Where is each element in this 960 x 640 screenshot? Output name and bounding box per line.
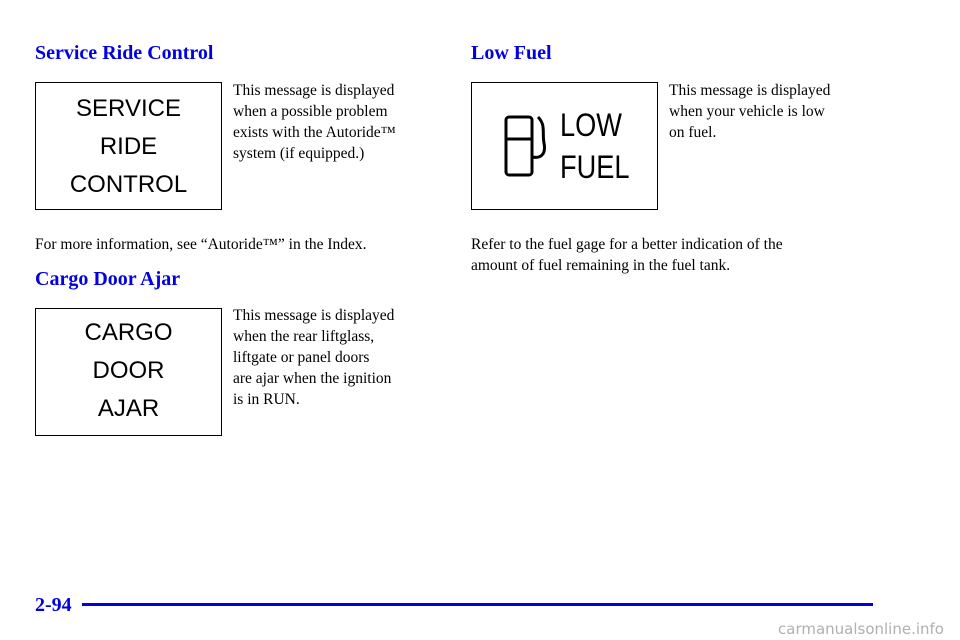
text-line: This message is displayed (233, 307, 395, 324)
text-line: amount of fuel remaining in the fuel tan… (471, 257, 731, 274)
footer-rule (82, 603, 873, 606)
text-line: when a possible problem (233, 103, 388, 120)
section-title: Cargo Door Ajar (35, 268, 181, 290)
display-text: FUEL (560, 149, 630, 185)
text-line: on fuel. (669, 124, 717, 141)
text-line: For more information, see “Autoride™” in… (35, 236, 367, 253)
display-text: LOW (560, 107, 622, 143)
note: For more information, see “Autoride™” in… (35, 234, 367, 255)
text-line: This message is displayed (233, 82, 395, 99)
text-line: Refer to the fuel gage for a better indi… (471, 236, 783, 253)
note: Refer to the fuel gage for a better indi… (471, 234, 783, 276)
section-title: Low Fuel (471, 42, 552, 64)
display-text: RIDE (99, 133, 158, 160)
description: This message is displayed when the rear … (233, 305, 394, 410)
watermark: carmanualsonline.info (778, 620, 944, 638)
fuel-icon (504, 115, 546, 177)
text-line: system (if equipped.) (233, 145, 365, 162)
text-line: are ajar when the ignition (233, 370, 392, 387)
display-text: CONTROL (69, 171, 188, 198)
text-line: This message is displayed (669, 82, 831, 99)
display-box: CARGO DOOR AJAR (35, 308, 222, 436)
section-title: Service Ride Control (35, 42, 214, 64)
text-line: exists with the Autoride™ (233, 124, 396, 141)
display-text: CARGO (84, 319, 173, 346)
display-text: AJAR (97, 395, 160, 422)
text-line: when the rear liftglass, (233, 328, 375, 345)
display-box: LOW FUEL (471, 82, 658, 210)
text-line: liftgate or panel doors (233, 349, 370, 366)
display-text: DOOR (92, 357, 165, 384)
description: This message is displayed when your vehi… (669, 80, 830, 143)
display-box: SERVICE RIDE CONTROL (35, 82, 222, 210)
description: This message is displayed when a possibl… (233, 80, 396, 164)
page-number: 2-94 (35, 594, 72, 616)
text-line: when your vehicle is low (669, 103, 825, 120)
text-line: is in RUN. (233, 391, 300, 408)
display-text: SERVICE (76, 95, 181, 122)
